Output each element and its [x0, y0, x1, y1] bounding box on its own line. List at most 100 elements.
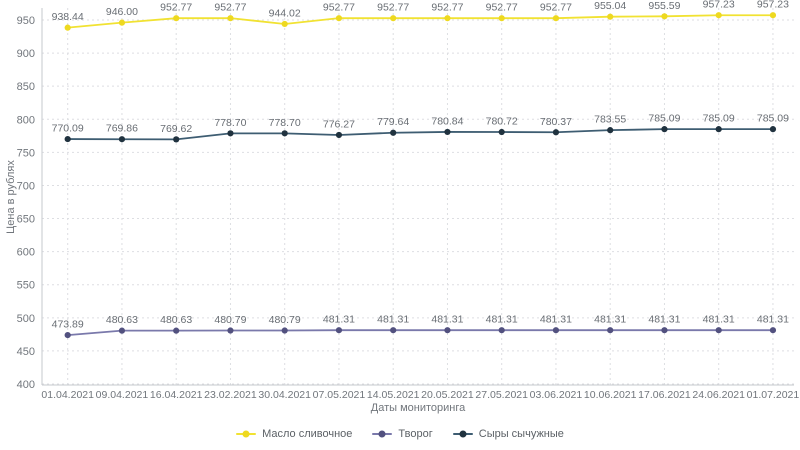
data-point[interactable]: [769, 327, 777, 334]
data-point[interactable]: [118, 327, 126, 334]
legend-marker-dot-butter: [242, 430, 250, 438]
data-label: 952.77: [540, 2, 572, 14]
y-tick-label: 850: [17, 81, 35, 93]
data-point[interactable]: [715, 12, 722, 19]
data-point[interactable]: [552, 15, 560, 22]
data-point[interactable]: [281, 130, 288, 137]
data-point[interactable]: [715, 327, 722, 334]
data-point[interactable]: [661, 126, 668, 133]
legend-marker-line-butter: [236, 430, 257, 438]
x-tick-label: 16.04.2021: [150, 389, 203, 401]
data-label: 785.09: [703, 113, 735, 125]
data-point[interactable]: [661, 327, 668, 334]
data-label: 769.62: [160, 123, 192, 135]
data-point[interactable]: [227, 327, 234, 334]
legend-label-butter: Масло сливочное: [262, 428, 353, 440]
y-tick-label: 500: [17, 313, 35, 325]
x-tick-label: 30.04.2021: [258, 389, 311, 401]
x-tick-label: 14.05.2021: [367, 389, 420, 401]
y-tick-label: 800: [17, 114, 35, 126]
data-label: 480.79: [269, 314, 301, 326]
x-tick-label: 17.06.2021: [638, 389, 691, 401]
y-tick-label: 650: [17, 214, 35, 226]
data-label: 780.72: [486, 116, 518, 128]
data-point[interactable]: [118, 19, 126, 26]
x-tick-label: 10.06.2021: [584, 389, 637, 401]
data-point[interactable]: [715, 126, 722, 133]
data-point[interactable]: [335, 327, 343, 334]
data-point[interactable]: [769, 126, 777, 133]
data-label: 481.31: [323, 314, 355, 326]
data-label: 481.31: [594, 314, 626, 326]
legend-marker-line-cottage-cheese: [372, 430, 393, 438]
data-label: 783.55: [594, 114, 626, 126]
data-point[interactable]: [498, 128, 505, 136]
data-point[interactable]: [64, 135, 71, 143]
data-label: 785.09: [757, 113, 789, 125]
data-point[interactable]: [390, 15, 397, 22]
data-label: 952.77: [431, 2, 463, 14]
data-point[interactable]: [118, 136, 126, 143]
data-label: 952.77: [323, 2, 355, 14]
legend-marker-dot-rennet-cheese: [459, 430, 467, 438]
data-point[interactable]: [661, 13, 668, 20]
data-point[interactable]: [769, 12, 777, 19]
data-label: 955.04: [594, 0, 626, 12]
x-tick-label: 01.04.2021: [41, 389, 94, 401]
data-label: 481.31: [486, 314, 518, 326]
series-line: [67, 14, 773, 29]
data-point[interactable]: [444, 327, 451, 334]
series-line: [67, 128, 773, 141]
data-point[interactable]: [390, 327, 397, 334]
data-point[interactable]: [281, 327, 288, 334]
data-label: 957.23: [757, 0, 789, 11]
data-label: 778.70: [214, 117, 246, 129]
legend-item-cottage-cheese[interactable]: Творог: [372, 428, 433, 440]
legend-item-rennet-cheese[interactable]: Сыры сычужные: [452, 428, 564, 440]
data-point[interactable]: [64, 331, 71, 339]
legend: Масло сливочное Творог Сыры сычужные: [0, 428, 800, 440]
data-label: 481.31: [703, 314, 735, 326]
data-label: 778.70: [269, 117, 301, 129]
x-axis-title: Даты мониторинга: [370, 402, 466, 414]
legend-item-butter[interactable]: Масло сливочное: [236, 428, 352, 440]
y-tick-label: 900: [17, 48, 35, 60]
data-label: 480.63: [106, 314, 138, 326]
data-point[interactable]: [552, 327, 560, 334]
data-point[interactable]: [444, 128, 451, 136]
data-label: 938.44: [52, 11, 84, 23]
data-point[interactable]: [444, 15, 451, 22]
data-point[interactable]: [607, 327, 614, 334]
data-label: 946.00: [106, 6, 138, 18]
data-label: 944.02: [269, 7, 301, 19]
legend-label-rennet-cheese: Сыры сычужные: [478, 428, 564, 440]
x-tick-label: 24.06.2021: [692, 389, 745, 401]
data-point[interactable]: [390, 129, 397, 136]
data-label: 779.64: [377, 116, 409, 128]
data-label: 473.89: [52, 319, 84, 331]
data-point[interactable]: [335, 15, 343, 22]
data-point[interactable]: [607, 13, 614, 20]
data-point[interactable]: [607, 127, 614, 134]
data-label: 952.77: [214, 2, 246, 14]
legend-marker-dot-cottage-cheese: [378, 430, 386, 438]
data-point[interactable]: [173, 15, 180, 22]
x-tick-label: 20.05.2021: [421, 389, 474, 401]
data-point[interactable]: [227, 130, 234, 137]
data-point[interactable]: [552, 129, 560, 136]
y-tick-label: 750: [17, 147, 35, 159]
data-label: 481.31: [540, 314, 572, 326]
x-tick-label: 23.02.2021: [204, 389, 257, 401]
data-point[interactable]: [173, 136, 180, 143]
y-tick-label: 600: [17, 247, 35, 259]
data-point[interactable]: [498, 327, 505, 334]
data-point[interactable]: [281, 20, 288, 28]
data-point[interactable]: [173, 327, 180, 334]
data-point[interactable]: [498, 15, 505, 22]
data-point[interactable]: [335, 131, 343, 139]
x-tick-label: 09.04.2021: [96, 389, 149, 401]
data-point[interactable]: [227, 15, 234, 22]
data-point[interactable]: [64, 24, 71, 31]
x-tick-label: 01.07.2021: [747, 389, 800, 401]
